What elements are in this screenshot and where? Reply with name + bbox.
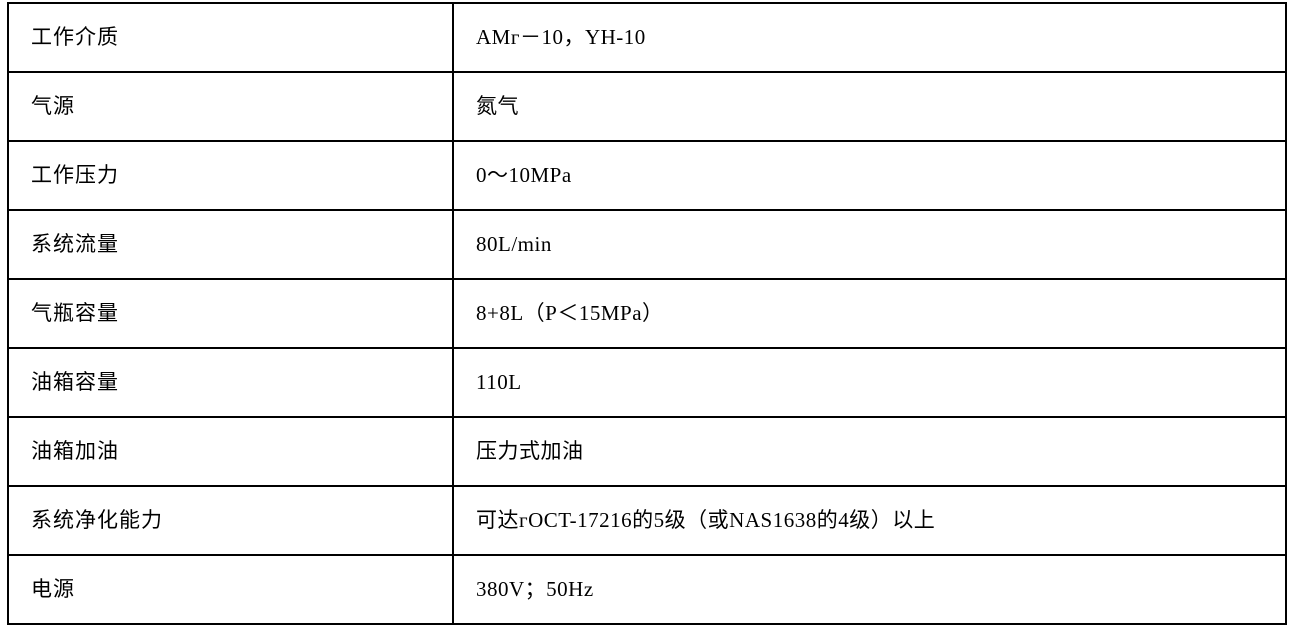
spec-value: 380V；50Hz — [453, 555, 1286, 624]
spec-label: 气源 — [8, 72, 453, 141]
table-row: 油箱加油 压力式加油 — [8, 417, 1286, 486]
spec-label: 系统净化能力 — [8, 486, 453, 555]
spec-value: 压力式加油 — [453, 417, 1286, 486]
spec-label: 工作压力 — [8, 141, 453, 210]
spec-label: 油箱加油 — [8, 417, 453, 486]
table-row: 工作压力 0～10MPa — [8, 141, 1286, 210]
spec-label: 电源 — [8, 555, 453, 624]
spec-label: 工作介质 — [8, 3, 453, 72]
table-row: 气瓶容量 8+8L（P＜15MPa） — [8, 279, 1286, 348]
spec-label: 系统流量 — [8, 210, 453, 279]
table-body: 工作介质 AMг－10，YH-10 气源 氮气 工作压力 0～10MPa 系统流… — [8, 3, 1286, 624]
table-row: 工作介质 AMг－10，YH-10 — [8, 3, 1286, 72]
spec-value: 0～10MPa — [453, 141, 1286, 210]
spec-value: 110L — [453, 348, 1286, 417]
spec-value: 8+8L（P＜15MPa） — [453, 279, 1286, 348]
specifications-table: 工作介质 AMг－10，YH-10 气源 氮气 工作压力 0～10MPa 系统流… — [7, 2, 1287, 625]
spec-label: 油箱容量 — [8, 348, 453, 417]
spec-value: AMг－10，YH-10 — [453, 3, 1286, 72]
table-row: 气源 氮气 — [8, 72, 1286, 141]
spec-value: 80L/min — [453, 210, 1286, 279]
table-row: 系统流量 80L/min — [8, 210, 1286, 279]
table-row: 系统净化能力 可达гOCT-17216的5级（或NAS1638的4级）以上 — [8, 486, 1286, 555]
spec-value: 氮气 — [453, 72, 1286, 141]
spec-value: 可达гOCT-17216的5级（或NAS1638的4级）以上 — [453, 486, 1286, 555]
spec-label: 气瓶容量 — [8, 279, 453, 348]
table-row: 电源 380V；50Hz — [8, 555, 1286, 624]
table-row: 油箱容量 110L — [8, 348, 1286, 417]
